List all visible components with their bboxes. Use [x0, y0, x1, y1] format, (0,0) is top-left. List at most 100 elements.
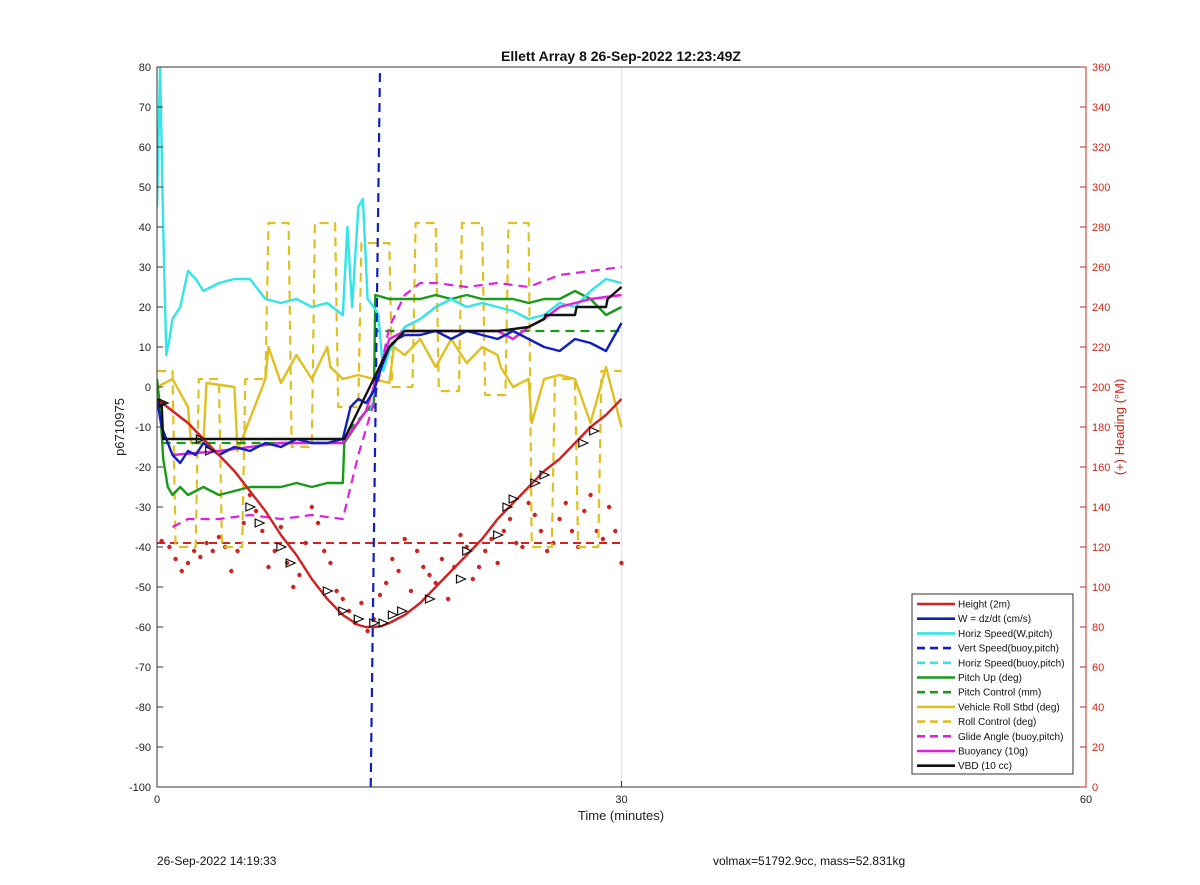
- heading-point: [266, 564, 271, 570]
- y2-tick-label: 280: [1092, 222, 1110, 234]
- heading-point: [507, 516, 513, 522]
- y-axis-label: p6710975: [112, 398, 127, 456]
- y-tick-label: -40: [135, 542, 151, 554]
- height-marker: [158, 398, 170, 408]
- axes-layer: 0 30 60-100-90-80-70-60-50-40-30-20-100102…: [129, 62, 1110, 806]
- legend-label: Horiz Speed(buoy,pitch): [958, 658, 1065, 669]
- y2-tick-label: 200: [1092, 382, 1110, 394]
- y2-tick-label: 240: [1092, 302, 1110, 314]
- height-marker: [353, 614, 365, 624]
- heading-point: [526, 500, 531, 506]
- series-w-dz-dt-cm-s: [157, 322, 623, 465]
- heading-point: [582, 508, 587, 514]
- heading-point: [544, 548, 550, 554]
- heading-point: [489, 536, 494, 542]
- y2-axis-label: (+) Heading (°M): [1112, 379, 1127, 476]
- height-marker: [245, 502, 257, 512]
- heading-point: [303, 540, 308, 546]
- legend-label: Height (2m): [958, 600, 1010, 611]
- heading-point: [563, 500, 568, 506]
- heading-point: [297, 572, 302, 578]
- heading-point: [600, 536, 606, 542]
- height-marker: [157, 398, 167, 408]
- chart-title: Ellett Array 8 26-Sep-2022 12:23:49Z: [501, 48, 741, 64]
- heading-point: [514, 540, 519, 546]
- height-marker: [322, 586, 334, 596]
- heading-point: [458, 532, 463, 538]
- y2-tick-label: 260: [1092, 262, 1110, 274]
- height-marker: [530, 478, 542, 488]
- y-tick-label: -80: [135, 702, 151, 714]
- y-tick-label: 40: [139, 222, 151, 234]
- y-tick-label: 60: [139, 142, 151, 154]
- heading-point: [414, 548, 420, 554]
- legend-label: W = dz/dt (cm/s): [958, 614, 1031, 625]
- heading-point: [433, 580, 438, 586]
- heading-point: [253, 508, 259, 514]
- height-marker: [276, 542, 288, 552]
- heading-point: [421, 564, 426, 570]
- height-marker: [397, 606, 409, 616]
- series-roll-control-deg: [157, 221, 622, 549]
- heading-point: [588, 492, 593, 498]
- y2-tick-label: 120: [1092, 542, 1110, 554]
- height-marker: [195, 434, 207, 444]
- height-marker: [285, 558, 297, 568]
- heading-point: [501, 528, 507, 534]
- heading-point: [365, 628, 370, 634]
- heading-point: [520, 544, 525, 550]
- heading-point: [569, 528, 575, 534]
- heading-point: [532, 512, 537, 518]
- heading-point: [284, 560, 290, 566]
- heading-point: [216, 534, 222, 540]
- heading-point: [334, 588, 339, 594]
- height-marker: [508, 494, 520, 504]
- x-axis-label: Time (minutes): [578, 808, 664, 823]
- heading-point: [402, 536, 407, 542]
- series-glide-angle-buoy-pitch: [171, 265, 622, 528]
- heading-point: [476, 564, 482, 570]
- y2-tick-label: 160: [1092, 462, 1110, 474]
- legend-label: Glide Angle (buoy,pitch): [958, 732, 1063, 743]
- heading-point: [613, 528, 618, 534]
- heading-point: [179, 568, 184, 574]
- heading-point: [390, 556, 395, 562]
- height-marker: [589, 426, 601, 436]
- heading-point: [159, 538, 164, 544]
- height-marker: [502, 502, 514, 512]
- y-tick-label: -50: [135, 582, 151, 594]
- height-marker: [205, 446, 217, 456]
- y-tick-label: 80: [139, 62, 151, 74]
- y2-tick-label: 40: [1092, 702, 1104, 714]
- heading-point: [538, 528, 544, 534]
- heading-point: [260, 528, 265, 534]
- heading-point: [377, 592, 383, 598]
- heading-point: [495, 560, 500, 566]
- legend-label: Horiz Speed(W,pitch): [958, 629, 1052, 640]
- heading-point: [408, 588, 414, 594]
- y-tick-label: -70: [135, 662, 151, 674]
- y-tick-label: -90: [135, 742, 151, 754]
- heading-point: [483, 548, 488, 554]
- legend-label: Vehicle Roll Stbd (deg): [958, 702, 1060, 713]
- y-tick-label: 10: [139, 342, 151, 354]
- heading-point: [340, 596, 345, 602]
- y-tick-label: 0: [145, 382, 151, 394]
- y-tick-label: 70: [139, 102, 151, 114]
- height-marker: [578, 438, 590, 448]
- height-marker: [539, 470, 551, 480]
- y-tick-label: -20: [135, 462, 151, 474]
- heading-point: [191, 548, 197, 554]
- legend-label: Buoyancy (10g): [958, 747, 1028, 758]
- x-tick-label: 30: [615, 794, 627, 806]
- x-tick-label: 60: [1080, 794, 1092, 806]
- x-tick-label: 0: [154, 794, 160, 806]
- series-vehicle-roll-stbd-deg: [157, 337, 623, 453]
- series-vbd-10-cc: [157, 286, 623, 441]
- heading-point: [619, 560, 624, 566]
- heading-point: [309, 504, 315, 510]
- height-marker: [462, 546, 474, 556]
- series-vert-speed-buoy-pitch: [369, 67, 382, 787]
- heading-point: [241, 520, 246, 526]
